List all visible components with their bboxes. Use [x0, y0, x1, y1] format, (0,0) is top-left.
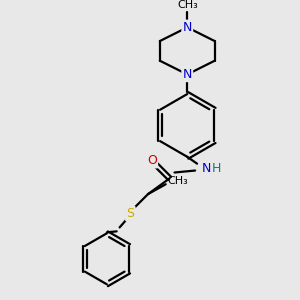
Text: CH₃: CH₃ — [177, 0, 198, 10]
Text: N: N — [183, 21, 192, 34]
Text: CH₃: CH₃ — [167, 176, 188, 186]
Text: H: H — [212, 162, 221, 175]
Text: S: S — [126, 207, 134, 220]
Text: N: N — [183, 68, 192, 81]
Text: O: O — [147, 154, 157, 167]
Text: N: N — [202, 162, 212, 175]
